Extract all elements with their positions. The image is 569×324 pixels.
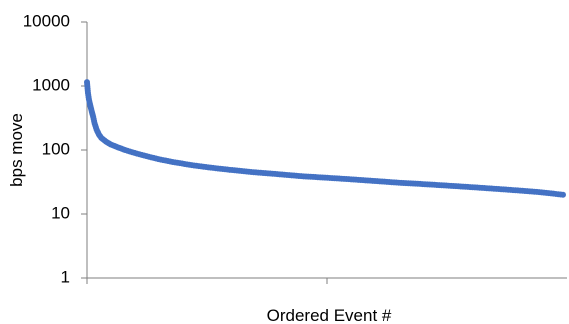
scatter-point <box>272 170 279 177</box>
scatter-point <box>138 151 145 158</box>
x-axis-title: Ordered Event # <box>267 306 392 324</box>
scatter-point <box>224 166 231 173</box>
scatter-point <box>205 164 212 171</box>
axes <box>81 21 567 284</box>
scatter-point <box>367 177 374 184</box>
y-axis-title: bps move <box>7 113 26 187</box>
y-tick-label: 10 <box>51 203 70 222</box>
scatter-point <box>153 155 160 162</box>
scatter-point <box>248 168 255 175</box>
scatter-point <box>414 180 421 187</box>
scatter-point <box>186 161 193 168</box>
scatter-point <box>295 172 302 179</box>
scatter-point <box>391 179 398 186</box>
y-tick-label: 1000 <box>32 75 70 94</box>
scatter-point <box>557 191 564 198</box>
scatter-series <box>84 79 566 198</box>
scatter-point <box>343 176 350 183</box>
scatter-point <box>129 149 136 156</box>
y-tick-labels: 10000 1000 100 10 1 <box>23 11 70 286</box>
scatter-point <box>533 188 540 195</box>
y-tick-label: 1 <box>61 267 70 286</box>
y-tick-label: 100 <box>42 139 70 158</box>
scatter-point <box>462 183 469 190</box>
scatter-point <box>438 182 445 189</box>
scatter-point <box>319 174 326 181</box>
scatter-point <box>510 187 517 194</box>
scatter-point <box>167 158 174 165</box>
scatter-point <box>486 185 493 192</box>
y-tick-label: 10000 <box>23 11 70 30</box>
